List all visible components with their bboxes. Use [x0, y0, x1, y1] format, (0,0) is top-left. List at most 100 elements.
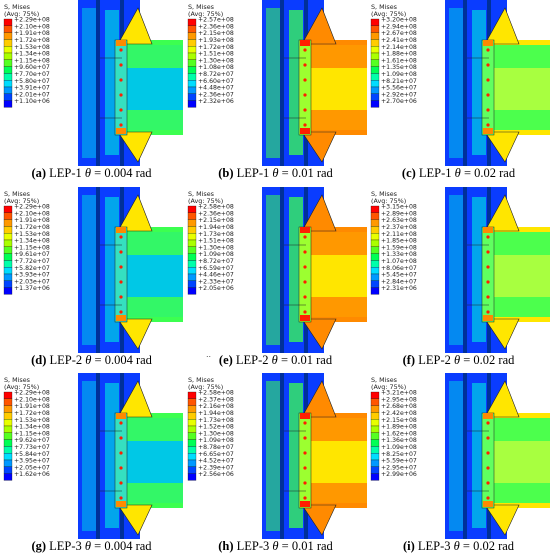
specimen-label: LEP-1 [415, 166, 455, 180]
theta-symbol: θ [453, 353, 461, 367]
legend-swatch [370, 280, 380, 288]
legend-swatch [3, 446, 13, 454]
theta-symbol: θ [84, 539, 92, 553]
legend-swatch [370, 205, 380, 213]
legend-value: +2.15e+08 [198, 217, 234, 224]
legend-swatch [3, 405, 13, 413]
stress-contour-plot: S, Mises(Avg: 75%)+3.21e+08+2.95e+08+2.6… [370, 373, 550, 539]
legend-value: +2.15e+08 [198, 30, 234, 37]
legend-value: +8.25e+07 [381, 451, 417, 458]
legend-swatch [3, 212, 13, 220]
legend-swatch [3, 253, 13, 261]
stress-legend: S, Mises(Avg: 75%)+2.29e+08+2.10e+08+1.9… [3, 190, 50, 295]
legend-swatch [3, 233, 13, 241]
legend-swatch [370, 459, 380, 467]
legend-value: +3.93e+07 [14, 272, 50, 279]
legend-swatch [3, 280, 13, 288]
legend-value: +1.61e+08 [381, 57, 417, 64]
theta-symbol: θ [272, 166, 279, 180]
legend-swatch [370, 52, 380, 60]
legend-value: +2.68e+08 [381, 403, 417, 410]
legend-title: S, Mises [188, 376, 215, 384]
legend-value: +2.11e+08 [381, 231, 417, 238]
theta-symbol: θ [272, 539, 279, 553]
stress-contour-plot: S, Mises(Avg: 75%)+2.58e+08+2.36e+08+2.1… [187, 187, 367, 353]
legend-swatch [370, 239, 380, 247]
legend-value: +1.91e+08 [14, 217, 50, 224]
legend-swatch [187, 439, 197, 447]
legend-value: +1.59e+08 [381, 244, 417, 251]
legend-swatch [187, 246, 197, 254]
legend-value: +2.63e+08 [381, 217, 417, 224]
rotation-angle: = 0.004 rad [91, 166, 152, 180]
legend-swatch [370, 73, 380, 81]
legend-value: +2.37e+08 [381, 224, 417, 231]
legend-value: +9.61e+07 [14, 251, 50, 258]
legend-subtitle: (Avg: 75%) [371, 197, 406, 205]
legend-swatch [187, 287, 197, 295]
legend-swatch [370, 432, 380, 440]
legend-swatch [187, 466, 197, 474]
legend-swatch [3, 73, 13, 81]
legend-swatch [187, 473, 197, 481]
legend-value: +1.94e+08 [198, 224, 234, 231]
contour-model [425, 373, 550, 539]
stress-legend: S, Mises(Avg: 75%)+2.29e+08+2.10e+08+1.9… [3, 376, 50, 481]
contour-model [425, 187, 550, 353]
legend-value: +3.21e+08 [381, 390, 417, 397]
legend-value: +2.29e+08 [14, 390, 50, 397]
legend-value: +2.05e+07 [14, 464, 50, 471]
legend-value: +3.91e+07 [14, 85, 50, 92]
legend-swatch [3, 80, 13, 88]
legend-swatch [187, 100, 197, 108]
legend-swatch [370, 419, 380, 427]
legend-swatch [370, 39, 380, 47]
legend-swatch [370, 260, 380, 268]
legend-swatch [3, 205, 13, 213]
panel-letter: (i) [402, 539, 415, 553]
legend-value: +6.60e+07 [198, 78, 234, 85]
stress-legend: S, Mises(Avg: 75%)+3.21e+08+2.95e+08+2.6… [370, 376, 417, 481]
legend-value: +1.51e+08 [198, 51, 234, 58]
legend-swatch [370, 233, 380, 241]
legend-value: +2.84e+07 [381, 278, 417, 285]
legend-value: +3.15e+08 [381, 204, 417, 211]
legend-swatch [187, 212, 197, 220]
legend-value: +1.62e+08 [381, 430, 417, 437]
legend-value: +2.05e+06 [198, 285, 234, 292]
legend-swatch [370, 405, 380, 413]
panel-caption: (b) LEP-1 θ = 0.01 rad [184, 166, 367, 184]
legend-value: +5.84e+07 [14, 451, 50, 458]
legend-value: +1.37e+06 [14, 285, 50, 292]
legend-value: +1.30e+08 [198, 244, 234, 251]
legend-value: +2.33e+07 [198, 278, 234, 285]
theta-symbol: θ [454, 166, 461, 180]
legend-swatch [3, 52, 13, 60]
stress-legend: S, Mises(Avg: 75%)+2.29e+08+2.10e+08+1.9… [3, 3, 50, 108]
legend-value: +2.94e+08 [381, 23, 417, 30]
legend-swatch [370, 391, 380, 399]
legend-swatch [3, 39, 13, 47]
legend-swatch [3, 46, 13, 54]
legend-value: +1.15e+08 [14, 244, 50, 251]
contour-model [58, 373, 183, 539]
legend-swatch [3, 391, 13, 399]
legend-title: S, Mises [188, 190, 215, 198]
legend-value: +2.37e+08 [198, 396, 234, 403]
legend-subtitle: (Avg: 75%) [4, 10, 39, 18]
legend-swatch [370, 287, 380, 295]
legend-value: +1.53e+08 [14, 44, 50, 51]
legend-swatch [370, 59, 380, 67]
legend-value: +7.72e+07 [14, 258, 50, 265]
theta-symbol: θ [85, 353, 92, 367]
legend-value: +9.60e+07 [14, 64, 50, 71]
legend-swatch [187, 267, 197, 275]
legend-title: S, Mises [4, 376, 31, 384]
legend-swatch [187, 453, 197, 461]
legend-value: +2.16e+08 [198, 403, 234, 410]
legend-swatch [187, 39, 197, 47]
rotation-angle: = 0.02 rad [460, 353, 515, 367]
legend-value: +1.35e+08 [381, 64, 417, 71]
legend-swatch [187, 226, 197, 234]
legend-swatch [187, 32, 197, 40]
